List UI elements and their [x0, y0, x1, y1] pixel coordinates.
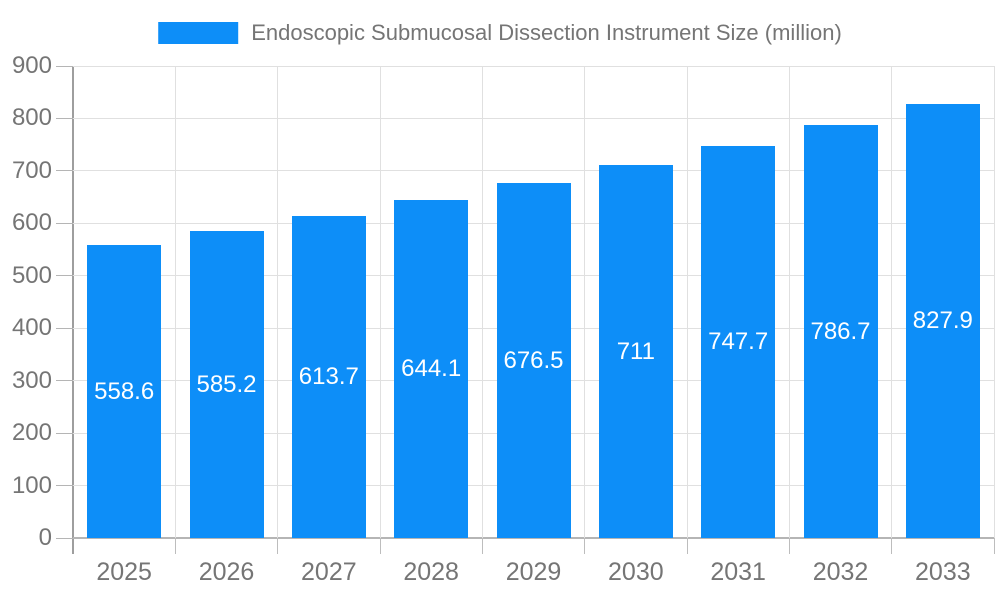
y-axis-label: 400: [11, 314, 52, 342]
x-axis-tick: [379, 538, 381, 554]
v-gridline: [891, 66, 893, 538]
y-axis-label: 200: [11, 419, 52, 447]
y-axis-tick: [56, 432, 73, 434]
bar-2033[interactable]: [905, 103, 980, 538]
y-axis-label: 500: [11, 261, 52, 289]
y-axis-tick: [56, 170, 73, 172]
x-axis-label: 2033: [915, 558, 971, 586]
v-gridline: [686, 66, 688, 538]
h-gridline: [73, 170, 994, 172]
y-axis-tick: [56, 327, 73, 329]
v-gridline: [174, 66, 176, 538]
bar-2028[interactable]: [394, 200, 469, 538]
x-axis-label: 2032: [812, 558, 869, 586]
h-gridline: [73, 117, 994, 119]
y-axis-label: 100: [11, 471, 52, 499]
x-axis-label: 2031: [710, 558, 766, 586]
y-axis-line: [72, 66, 74, 554]
x-axis-label: 2030: [608, 558, 664, 586]
v-gridline: [379, 66, 381, 538]
y-axis-label: 700: [11, 156, 52, 184]
x-axis-label: 2029: [505, 558, 562, 586]
y-axis-label: 300: [11, 366, 52, 394]
bar-2030[interactable]: [598, 165, 673, 538]
y-axis-tick: [56, 275, 73, 277]
v-gridline: [277, 66, 279, 538]
bar-2032[interactable]: [803, 125, 878, 538]
v-gridline: [993, 66, 995, 538]
y-axis-tick: [56, 222, 73, 224]
x-axis-tick: [993, 538, 995, 554]
x-axis-label: 2025: [96, 558, 152, 586]
x-axis-tick: [891, 538, 893, 554]
x-axis-label: 2027: [301, 558, 357, 586]
y-axis-tick: [56, 65, 73, 67]
y-axis-label: 800: [11, 104, 52, 132]
y-axis-label: 0: [38, 524, 52, 551]
plot-area: 558.6 585.2 613.7 644.1 676.5 711 747.7 786.7 82…: [56, 65, 995, 554]
legend-item[interactable]: Endoscopic Submucosal Dissection Instrum…: [158, 20, 842, 46]
x-axis-line: [73, 537, 994, 539]
v-gridline: [584, 66, 586, 538]
x-axis-label: 2028: [403, 558, 459, 586]
v-gridline: [481, 66, 483, 538]
bar-2029[interactable]: [496, 183, 571, 538]
bar-2031[interactable]: [701, 145, 776, 538]
y-axis-label: 600: [11, 209, 52, 237]
y-axis-tick: [56, 485, 73, 487]
legend-label: Endoscopic Submucosal Dissection Instrum…: [251, 20, 842, 45]
bar-2026[interactable]: [189, 231, 264, 538]
x-axis-tick: [686, 538, 688, 554]
bar-2027[interactable]: [291, 216, 366, 538]
y-axis-label: 900: [11, 52, 52, 79]
y-axis-tick: [56, 380, 73, 382]
bar-2025[interactable]: [87, 245, 162, 538]
x-axis-tick: [277, 538, 279, 554]
x-axis-label: 2026: [198, 558, 255, 586]
y-axis-tick: [56, 537, 73, 539]
y-axis-tick: [56, 117, 73, 119]
x-axis-tick: [174, 538, 176, 554]
x-axis-tick: [788, 538, 790, 554]
x-axis-tick: [481, 538, 483, 554]
legend-swatch: [158, 22, 239, 44]
h-gridline: [73, 65, 994, 67]
v-gridline: [788, 66, 790, 538]
x-axis-tick: [584, 538, 586, 554]
